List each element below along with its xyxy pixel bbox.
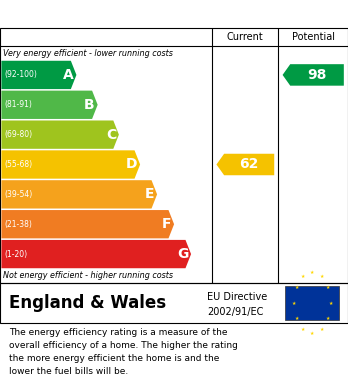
Text: 62: 62	[239, 158, 259, 172]
Text: A: A	[63, 68, 74, 82]
Text: Potential: Potential	[292, 32, 335, 42]
Text: (69-80): (69-80)	[4, 130, 32, 139]
Polygon shape	[1, 150, 140, 179]
Text: (1-20): (1-20)	[4, 249, 27, 258]
Bar	[285, 286, 339, 320]
Text: D: D	[126, 158, 137, 172]
Text: Not energy efficient - higher running costs: Not energy efficient - higher running co…	[3, 271, 173, 280]
Text: England & Wales: England & Wales	[9, 294, 166, 312]
Text: (21-38): (21-38)	[4, 220, 32, 229]
Text: 98: 98	[307, 68, 327, 82]
Text: ★: ★	[310, 270, 315, 275]
Text: E: E	[145, 187, 154, 201]
Text: C: C	[106, 127, 116, 142]
Text: (55-68): (55-68)	[4, 160, 32, 169]
Text: ★: ★	[294, 285, 299, 290]
Text: ★: ★	[319, 327, 324, 332]
Text: (39-54): (39-54)	[4, 190, 32, 199]
Text: F: F	[162, 217, 171, 231]
Text: ★: ★	[326, 285, 330, 290]
Text: ★: ★	[326, 316, 330, 321]
Text: ★: ★	[301, 327, 306, 332]
Text: (92-100): (92-100)	[4, 70, 37, 79]
Polygon shape	[1, 210, 174, 239]
Text: ★: ★	[294, 316, 299, 321]
Text: ★: ★	[301, 274, 306, 279]
Polygon shape	[283, 64, 344, 86]
Polygon shape	[1, 240, 191, 268]
Polygon shape	[1, 180, 157, 208]
Text: (81-91): (81-91)	[4, 100, 32, 109]
Polygon shape	[1, 61, 77, 89]
Text: ★: ★	[292, 301, 296, 305]
Text: Current: Current	[227, 32, 264, 42]
Polygon shape	[216, 154, 274, 175]
Text: The energy efficiency rating is a measure of the
overall efficiency of a home. T: The energy efficiency rating is a measur…	[9, 328, 238, 376]
Text: ★: ★	[328, 301, 333, 305]
Text: 2002/91/EC: 2002/91/EC	[207, 307, 263, 317]
Text: B: B	[84, 98, 95, 112]
Text: EU Directive: EU Directive	[207, 292, 267, 302]
Polygon shape	[1, 91, 98, 119]
Text: Energy Efficiency Rating: Energy Efficiency Rating	[9, 7, 230, 22]
Polygon shape	[1, 120, 119, 149]
Text: ★: ★	[310, 331, 315, 336]
Text: Very energy efficient - lower running costs: Very energy efficient - lower running co…	[3, 48, 173, 57]
Text: ★: ★	[319, 274, 324, 279]
Text: G: G	[177, 247, 188, 261]
